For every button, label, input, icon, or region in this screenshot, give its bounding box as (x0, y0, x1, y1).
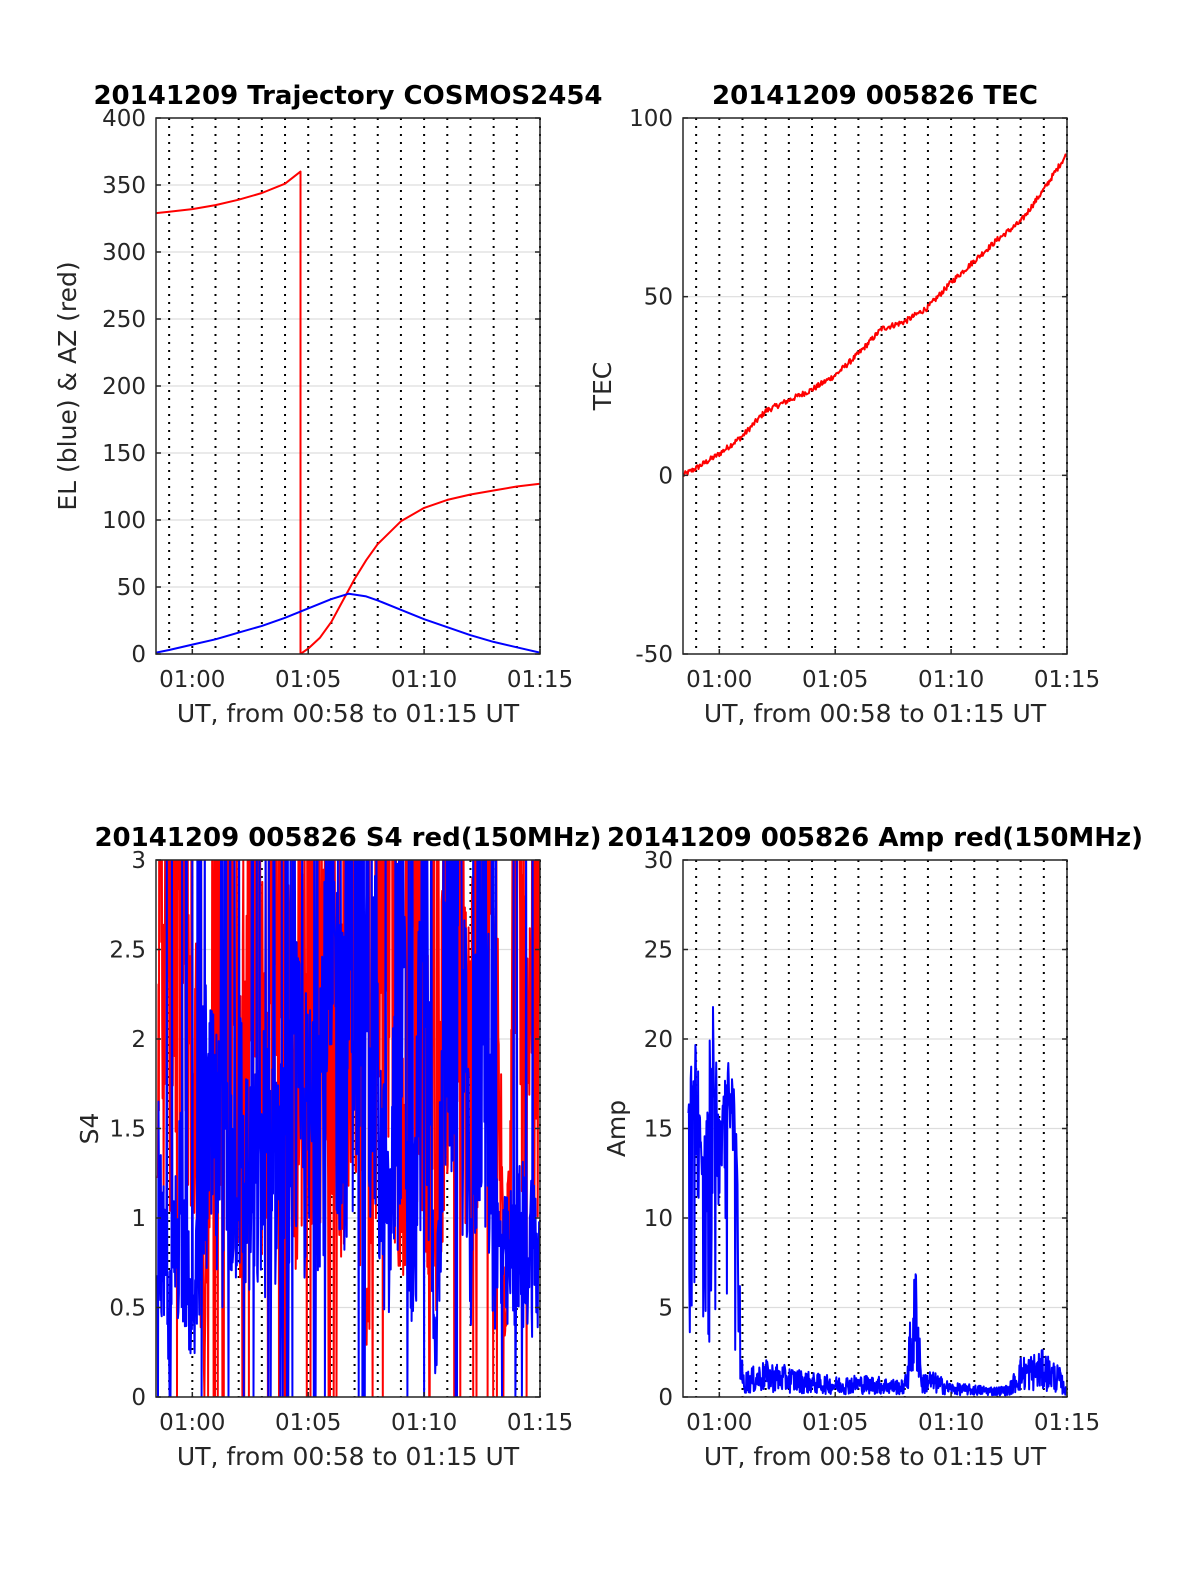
x-tick-label: 01:05 (275, 667, 341, 693)
y-axis-label: Amp (602, 1100, 631, 1157)
y-tick-label: -50 (635, 642, 673, 668)
tec-panel: -50 0 50 100 01:00 01:05 01:10 01:15 20141209 00… (588, 81, 1100, 728)
plot-area (156, 170, 540, 654)
y-tick-label: 300 (102, 240, 146, 266)
series-line-1 (156, 592, 540, 654)
y-tick-label: 3 (131, 848, 146, 874)
x-tick-label: 01:10 (391, 667, 457, 693)
y-axis-label: TEC (588, 362, 617, 412)
x-tick-label: 01:00 (686, 1410, 752, 1436)
x-tick-label: 01:00 (686, 667, 752, 693)
y-tick-label: 250 (102, 307, 146, 333)
y-tick-label: 25 (644, 938, 673, 964)
y-tick-label: 0 (658, 1385, 673, 1411)
y-tick-label: 30 (644, 848, 673, 874)
trajectory-panel: 0 50 100 150 200 250 300 350 400 01:00 01:05 01:10 0… (53, 81, 603, 728)
y-tick-label: 200 (102, 374, 146, 400)
y-tick-label: 1.5 (109, 1117, 146, 1143)
axes-frame (682, 117, 1068, 655)
chart-title: 20141209 Trajectory COSMOS2454 (93, 81, 602, 111)
chart-title: 20141209 005826 S4 red(150MHz) (94, 823, 601, 853)
series-line-1 (156, 860, 540, 1397)
plot-area (156, 860, 540, 1397)
axes-background (683, 118, 1067, 654)
s4-panel: 0 0.5 1 1.5 2 2.5 3 01:00 01:05 01:10 01:15 2014120… (75, 823, 602, 1471)
y-axis-label: EL (blue) & AZ (red) (53, 261, 82, 510)
series-line-0 (687, 1006, 1067, 1397)
y-tick-label: 0 (131, 642, 146, 668)
x-axis-label: UT, from 00:58 to 01:15 UT (704, 699, 1047, 728)
x-tick-label: 01:15 (507, 667, 573, 693)
x-tick-label: 01:05 (802, 1410, 868, 1436)
x-tick-label: 01:05 (802, 667, 868, 693)
x-tick-label: 01:15 (1034, 1410, 1100, 1436)
y-tick-label: 2 (131, 1027, 146, 1053)
x-tick-label: 01:10 (918, 667, 984, 693)
x-tick-label: 01:05 (275, 1410, 341, 1436)
x-tick-label: 01:10 (918, 1410, 984, 1436)
x-tick-label: 01:15 (1034, 667, 1100, 693)
x-tick-label: 01:00 (159, 667, 225, 693)
y-tick-label: 0 (658, 463, 673, 489)
y-tick-label: 0 (131, 1385, 146, 1411)
y-tick-label: 100 (629, 106, 673, 132)
y-tick-label: 50 (644, 285, 673, 311)
x-axis-label: UT, from 00:58 to 01:15 UT (177, 699, 520, 728)
y-tick-label: 2.5 (109, 938, 146, 964)
y-tick-label: 20 (644, 1027, 673, 1053)
y-tick-label: 10 (644, 1206, 673, 1232)
y-tick-label: 100 (102, 508, 146, 534)
series-line-0 (156, 170, 540, 654)
amp-panel: 0 5 10 15 20 25 30 01:00 01:05 01:10 01:15 20141209… (602, 823, 1143, 1471)
x-tick-label: 01:15 (507, 1410, 573, 1436)
x-axis-label: UT, from 00:58 to 01:15 UT (704, 1442, 1047, 1471)
y-axis-label: S4 (75, 1113, 104, 1145)
x-tick-label: 01:10 (391, 1410, 457, 1436)
series-line-0 (683, 153, 1067, 477)
y-tick-label: 350 (102, 173, 146, 199)
y-tick-label: 150 (102, 441, 146, 467)
x-axis-label: UT, from 00:58 to 01:15 UT (177, 1442, 520, 1471)
x-tick-label: 01:00 (159, 1410, 225, 1436)
y-tick-label: 50 (117, 575, 146, 601)
y-tick-label: 5 (658, 1296, 673, 1322)
y-tick-label: 1 (131, 1206, 146, 1232)
plot-area (683, 153, 1067, 477)
y-tick-label: 400 (102, 106, 146, 132)
chart-title: 20141209 005826 TEC (712, 81, 1038, 111)
plot-area (687, 1006, 1067, 1397)
y-tick-label: 0.5 (109, 1296, 146, 1322)
chart-title: 20141209 005826 Amp red(150MHz) (607, 823, 1143, 853)
y-tick-label: 15 (644, 1117, 673, 1143)
